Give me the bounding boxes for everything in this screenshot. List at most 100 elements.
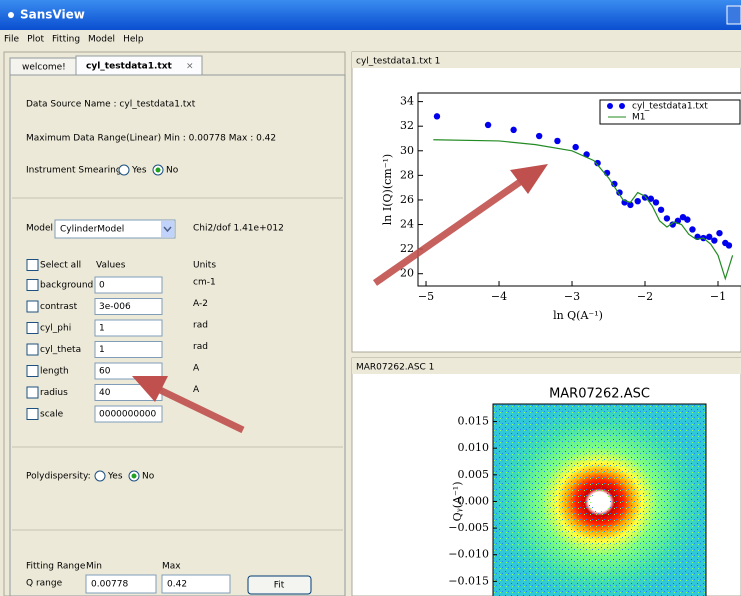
y-axis-label: ln I(Q)(cm⁻¹)	[381, 154, 394, 225]
radio-dot	[156, 168, 161, 173]
data-point	[485, 122, 491, 128]
param-name: length	[40, 367, 69, 377]
data-source: Data Source Name : cyl_testdata1.txt	[26, 100, 196, 110]
panel-title: MAR07262.ASC 1	[356, 363, 434, 373]
param-name: radius	[40, 388, 68, 398]
radio[interactable]	[119, 165, 129, 175]
data-point	[658, 207, 664, 213]
checkbox[interactable]	[27, 301, 38, 312]
chart-title: MAR07262.ASC	[549, 387, 650, 402]
minimize-button[interactable]	[727, 6, 741, 24]
param-value[interactable]: 60	[99, 367, 111, 377]
checkbox[interactable]	[27, 323, 38, 334]
param-unit: A-2	[193, 299, 208, 309]
data-point	[664, 215, 670, 221]
legend-label: M1	[632, 113, 646, 123]
radio[interactable]	[95, 471, 105, 481]
beam-stop	[591, 491, 609, 511]
x-tick-label: −5	[418, 290, 434, 303]
menu-item[interactable]: Help	[123, 35, 144, 45]
data-point	[536, 133, 542, 139]
smearing-label: Instrument Smearing	[26, 166, 122, 176]
param-name: background	[40, 281, 93, 291]
y-tick-label: 26	[400, 193, 414, 206]
q-max[interactable]: 0.42	[167, 580, 187, 590]
window-title: SansView	[20, 8, 85, 22]
param-value[interactable]: 0000000000	[99, 410, 157, 420]
data-point	[706, 234, 712, 240]
data-point	[554, 138, 560, 144]
fit-max-label: Max	[162, 562, 181, 572]
legend-swatch	[619, 103, 625, 109]
param-input[interactable]	[95, 277, 162, 293]
y-tick-label: −0.015	[448, 574, 489, 587]
radio-label[interactable]: Yes	[131, 166, 147, 176]
param-unit: cm-1	[193, 278, 216, 288]
data-point	[510, 127, 516, 133]
menu-item[interactable]: File	[4, 35, 20, 45]
radio-label[interactable]: No	[166, 166, 179, 176]
tab-label[interactable]: cyl_testdata1.txt	[86, 62, 173, 72]
fit-range-label: Fitting Range	[26, 562, 86, 572]
y-tick-label: 34	[400, 95, 414, 108]
y-axis-label: Qᵧ(A⁻¹)	[451, 482, 464, 522]
y-tick-label: 0.010	[458, 441, 490, 454]
tab-body	[10, 75, 345, 596]
title-bar	[0, 0, 741, 30]
y-tick-label: 32	[400, 119, 414, 132]
q-min[interactable]: 0.00778	[91, 580, 128, 590]
param-value[interactable]: 40	[99, 388, 111, 398]
radio-label[interactable]: Yes	[107, 472, 123, 482]
param-unit: rad	[193, 342, 208, 352]
data-point	[689, 226, 695, 232]
app-icon	[8, 12, 14, 18]
param-unit: A	[193, 385, 200, 395]
y-tick-label: 30	[400, 144, 414, 157]
param-input[interactable]	[95, 342, 162, 358]
y-tick-label: 24	[400, 218, 414, 231]
checkbox[interactable]	[27, 344, 38, 355]
param-name: cyl_theta	[40, 345, 81, 355]
poly-label: Polydispersity:	[26, 472, 91, 482]
header: Select all	[40, 261, 81, 271]
legend-label: cyl_testdata1.txt	[632, 102, 708, 112]
param-value[interactable]: 1	[99, 324, 105, 334]
select-arrow[interactable]	[161, 221, 174, 237]
model-selected[interactable]: CylinderModel	[60, 225, 124, 235]
data-point	[684, 216, 690, 222]
menu-item[interactable]: Fitting	[52, 35, 80, 45]
param-name: scale	[40, 410, 64, 420]
y-tick-label: −0.010	[448, 548, 489, 561]
fit-button-label[interactable]: Fit	[274, 581, 285, 591]
menu-item[interactable]: Plot	[27, 35, 44, 45]
panel-title: cyl_testdata1.txt 1	[356, 57, 440, 67]
param-input[interactable]	[95, 320, 162, 336]
checkbox[interactable]	[27, 280, 38, 291]
param-value[interactable]: 0	[99, 281, 105, 291]
checkbox[interactable]	[27, 366, 38, 377]
fit-min-label: Min	[86, 562, 102, 572]
data-point	[434, 113, 440, 119]
chi2: Chi2/dof 1.41e+012	[193, 224, 284, 234]
y-tick-label: −0.005	[448, 521, 489, 534]
y-tick-label: 28	[400, 168, 414, 181]
radio-label[interactable]: No	[142, 472, 155, 482]
y-tick-label: 0.005	[458, 468, 490, 481]
x-tick-label: −4	[491, 290, 507, 303]
radio-dot	[132, 474, 137, 479]
param-unit: A	[193, 364, 200, 374]
menu-item[interactable]: Model	[88, 35, 115, 45]
tab-close[interactable]: ×	[186, 62, 194, 72]
checkbox[interactable]	[27, 409, 38, 420]
data-point	[716, 230, 722, 236]
param-value[interactable]: 3e-006	[99, 302, 131, 312]
param-unit: rad	[193, 321, 208, 331]
data-range: Maximum Data Range(Linear) Min : 0.00778…	[26, 134, 276, 144]
x-tick-label: −1	[710, 290, 726, 303]
x-tick-label: −2	[637, 290, 653, 303]
tab-label[interactable]: welcome!	[22, 63, 66, 73]
x-axis-label: ln Q(A⁻¹)	[553, 309, 603, 322]
checkbox[interactable]	[27, 260, 38, 271]
param-value[interactable]: 1	[99, 345, 105, 355]
checkbox[interactable]	[27, 387, 38, 398]
